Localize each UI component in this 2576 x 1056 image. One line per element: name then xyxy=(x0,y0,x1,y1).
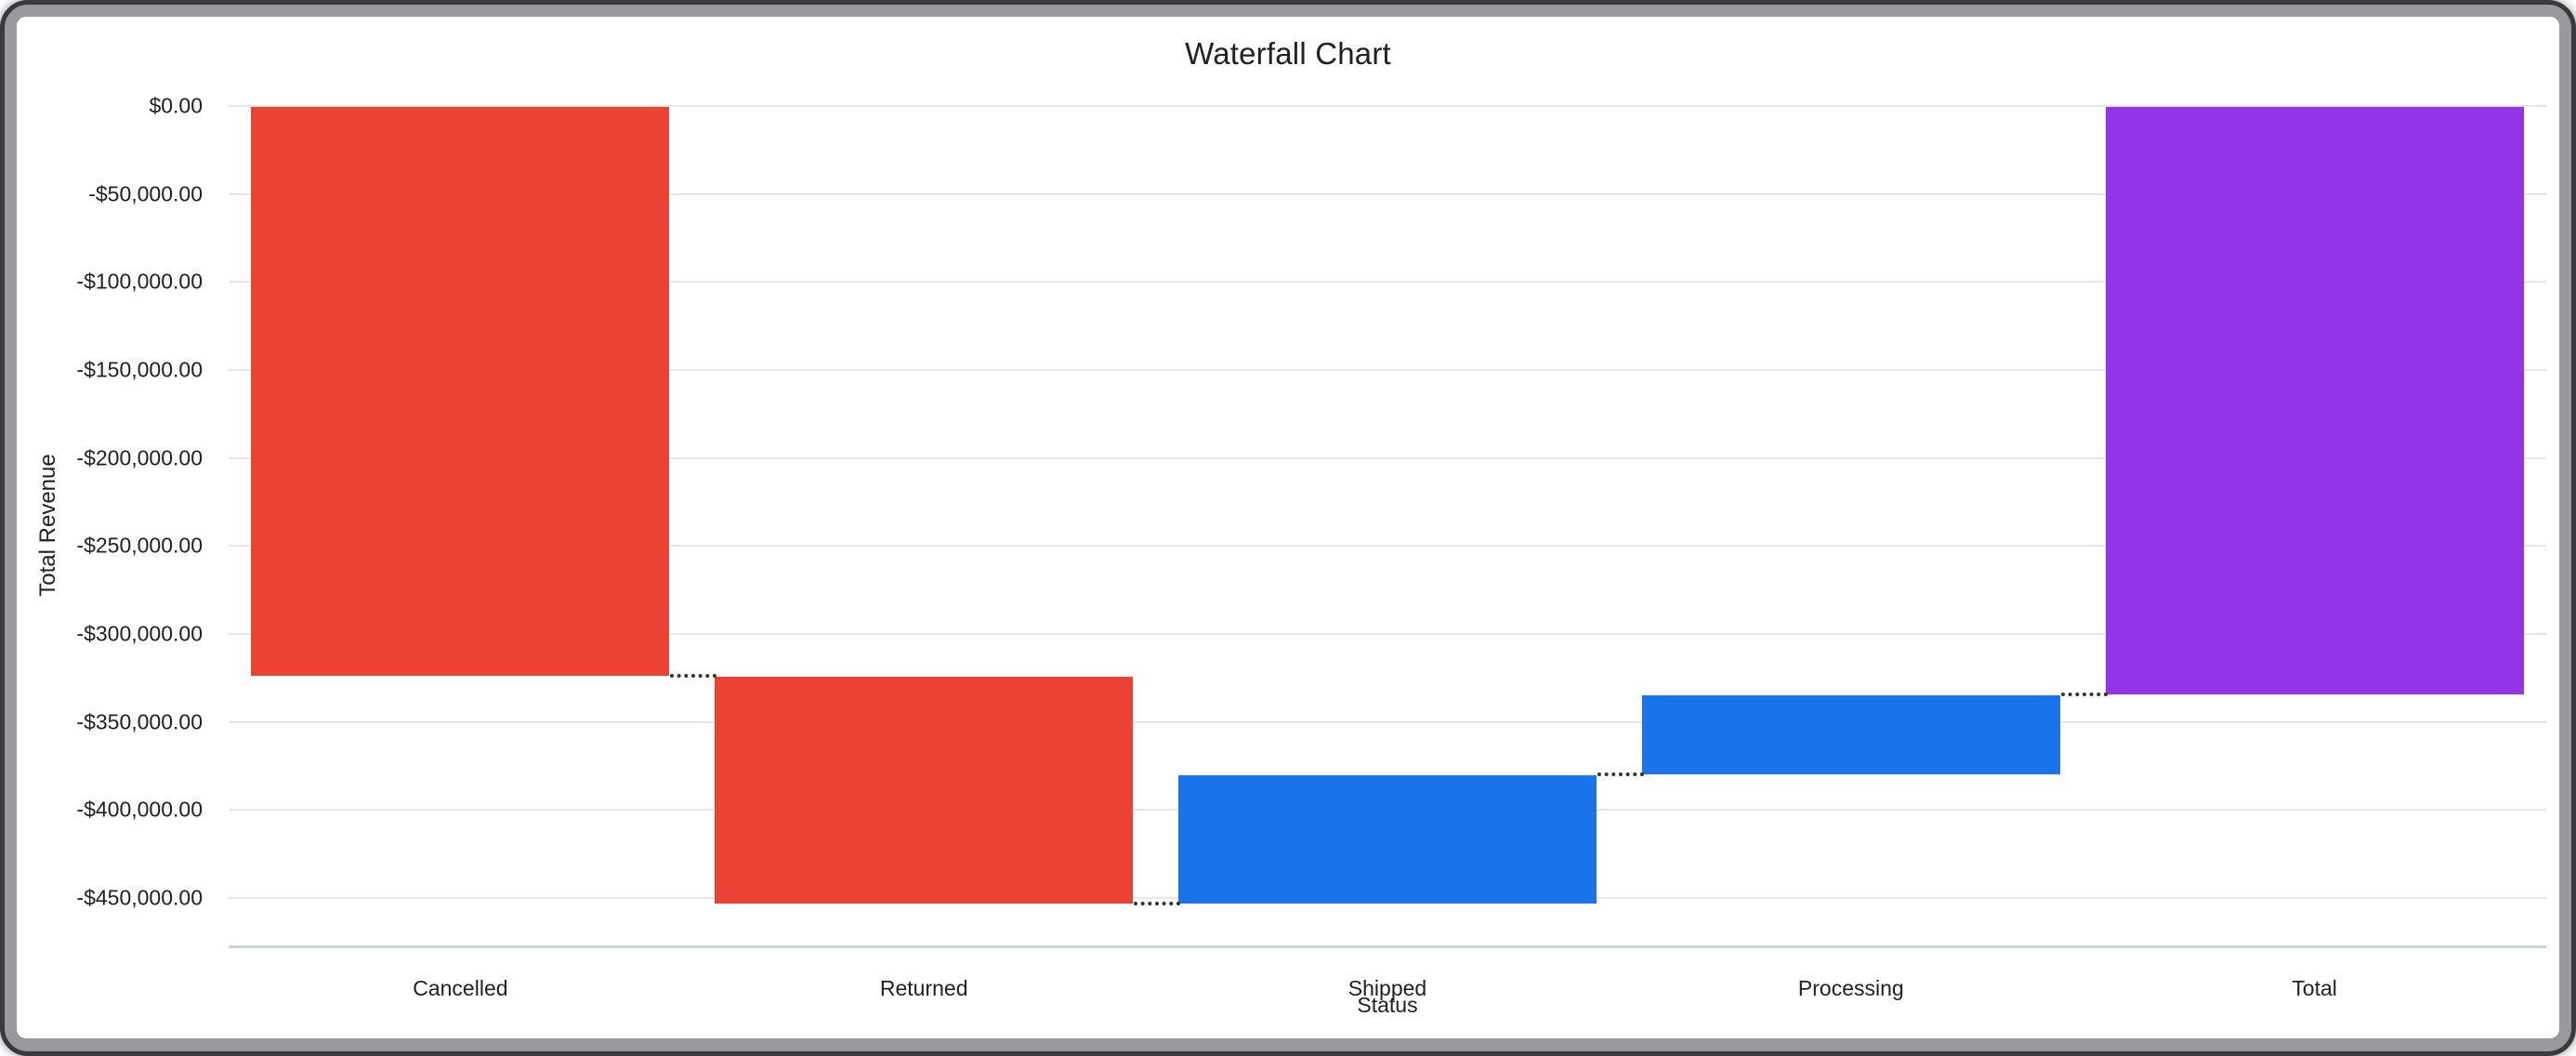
gridline xyxy=(229,105,2546,107)
plot-area: $0.00 -$50,000.00 -$100,000.00 -$150,000.00… xyxy=(17,17,2559,1038)
y-tick-label: -$450,000.00 xyxy=(76,885,203,910)
y-tick-label: -$100,000.00 xyxy=(76,269,203,294)
gridline xyxy=(229,632,2546,635)
gridline xyxy=(229,456,2546,459)
x-category-label: Total xyxy=(2292,976,2337,1000)
waterfall-connector-line xyxy=(1597,772,1644,776)
waterfall-connector-line xyxy=(670,673,717,678)
chart-title: Waterfall Chart xyxy=(1185,36,1391,71)
x-category-label: Cancelled xyxy=(413,976,508,1000)
gridline xyxy=(229,369,2546,371)
y-tick-label: -$50,000.00 xyxy=(88,181,203,206)
y-tick-label: -$250,000.00 xyxy=(76,533,203,558)
y-tick-label: -$150,000.00 xyxy=(76,357,203,382)
chart-area: Waterfall Chart Total Revenue $0.00 -$50,… xyxy=(17,17,2559,1038)
gridline xyxy=(229,720,2546,723)
x-category-label: Shipped xyxy=(1347,976,1427,1000)
x-axis-title: Status xyxy=(1357,993,1418,1017)
y-tick-label: -$300,000.00 xyxy=(76,621,203,646)
y-tick-label: -$200,000.00 xyxy=(76,445,203,470)
bar-returned[interactable] xyxy=(715,676,1134,904)
bar-total[interactable] xyxy=(2105,107,2524,694)
gridline xyxy=(229,192,2546,195)
bar-processing[interactable] xyxy=(1641,694,2060,774)
bar-shipped[interactable] xyxy=(1178,774,1597,904)
y-tick-label: $0.00 xyxy=(149,93,203,118)
y-tick-label: -$350,000.00 xyxy=(76,709,203,734)
bar-cancelled[interactable] xyxy=(251,107,670,676)
x-axis-line xyxy=(229,945,2546,948)
waterfall-connector-line xyxy=(1134,902,1180,906)
waterfall-connector-line xyxy=(2060,692,2108,696)
x-category-label: Returned xyxy=(879,976,968,1000)
x-category-label: Processing xyxy=(1797,976,1904,1000)
y-tick-label: -$400,000.00 xyxy=(76,797,203,822)
gridline xyxy=(229,545,2546,548)
gridline xyxy=(229,281,2546,284)
